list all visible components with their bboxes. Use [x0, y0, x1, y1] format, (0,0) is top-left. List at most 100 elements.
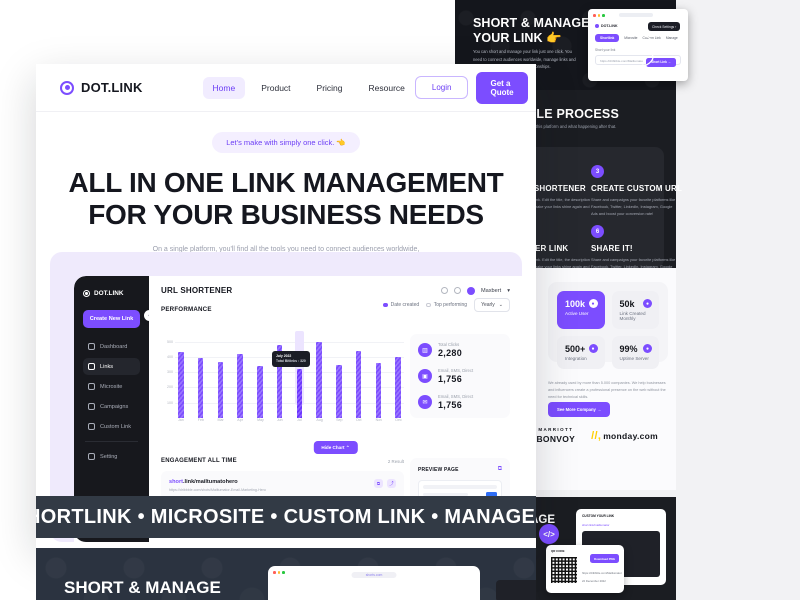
dashboard-brand-ring-icon: [83, 290, 90, 297]
tab-shortlink[interactable]: Shortlink: [595, 34, 620, 42]
get-a-quote-button[interactable]: Get a Quote: [476, 71, 528, 104]
process-step-3-desc: Share and campaigns your favorite platfo…: [591, 197, 676, 216]
hide-chart-button[interactable]: Hide Chart ⌃: [313, 441, 358, 454]
engagement-long-url: https://dribbble.com/shots/Mailtumator-E…: [169, 488, 266, 492]
hero-title-line1: ALL IN ONE LINK MANAGEMENT: [68, 167, 504, 198]
chevron-down-icon[interactable]: ▾: [507, 287, 510, 294]
bell-icon[interactable]: [453, 287, 461, 294]
cta-card-title: CUSTOM YOUR LINK: [582, 514, 615, 518]
process-step-6-number: 6: [591, 225, 604, 238]
brand-logo[interactable]: DOT.LINK: [60, 80, 143, 95]
nav-buttons: Login Get a Quote: [414, 71, 528, 104]
performance-label: PERFORMANCE: [161, 306, 212, 313]
sidebar-item-custom-link[interactable]: Custom Link: [83, 418, 140, 435]
x-tick-nov: Nov: [375, 418, 383, 422]
chart-bar-feb[interactable]: [197, 334, 204, 418]
share-icon[interactable]: ⤴: [387, 479, 396, 488]
chart-bar-mar[interactable]: [217, 334, 224, 418]
tab-custom-link[interactable]: Custom Link: [642, 36, 661, 40]
nav-item-product[interactable]: Product: [261, 82, 291, 93]
dashboard-header-tools: Maxbert ▾: [440, 286, 510, 295]
bottom-strip-title: SHORT & MANAGE: [64, 578, 221, 597]
panel-hero-submit-button[interactable]: Short Link →: [646, 57, 676, 67]
chart-bar-jul[interactable]: [296, 334, 303, 418]
panel-hero-short-manage: SHORT & MANAGE YOUR LINK 👉 You can short…: [455, 0, 688, 90]
chart-bar-sep[interactable]: [336, 334, 342, 418]
x-tick-jan: Jan: [178, 418, 184, 422]
engagement-result-count: 2 Result: [387, 458, 404, 464]
sidebar-item-microsite[interactable]: Microsite: [83, 378, 140, 395]
chevron-up-icon: ⌃: [345, 444, 350, 450]
qr-code-icon: [551, 557, 577, 583]
range-select[interactable]: Yearly ⌄: [474, 298, 510, 312]
hero-title-line2: FOR YOUR BUSINESS NEEDS: [88, 199, 484, 231]
panel-hero-tabs[interactable]: Shortlink Microsite Custom Link Manage: [595, 34, 678, 42]
link-chain-icon: [88, 363, 95, 370]
engagement-header: ENGAGEMENT ALL TIME 2 Result: [161, 458, 404, 464]
logo-monday: //, monday.com: [591, 429, 658, 442]
chart-bar-jun[interactable]: [276, 334, 283, 418]
user-name: Maxbert: [480, 287, 502, 294]
process-step-5-title: TRACKER LINK: [506, 244, 569, 253]
stat-email-sms-direct-1: ▣ Email, SMS, Direct 1,756: [418, 368, 502, 384]
x-tick-feb: Feb: [197, 418, 204, 422]
chart-bar-oct[interactable]: [355, 334, 362, 418]
panel-hero-brand: DOT.LINK: [595, 24, 618, 28]
stat-total-clicks-value: 2,280: [438, 348, 463, 358]
sidebar-item-campaigns[interactable]: Campaigns: [83, 398, 140, 415]
chart-bar-apr[interactable]: [237, 334, 243, 418]
legend-top-performing[interactable]: Top performing: [426, 302, 467, 308]
service-stat-active-user-value: 100k: [565, 299, 586, 309]
mail-icon: ✉: [418, 395, 432, 409]
panel-hero-title-line1: SHORT & MANAGE: [473, 16, 590, 30]
y-tick-100: 100: [167, 400, 173, 405]
service-stat-link-created-label: Link Created Monthly: [619, 311, 646, 321]
bottom-dark-card: [496, 580, 536, 600]
logo-marriott-bonvoy: MARRIOTT BONVOY: [536, 427, 576, 444]
tab-manage[interactable]: Manage: [665, 36, 678, 40]
nav-item-home[interactable]: Home: [202, 76, 246, 99]
service-stat-link-created: 50k Link Created Monthly ●: [611, 291, 659, 329]
login-button[interactable]: Login: [414, 76, 469, 99]
arrow-doodle-icon: [635, 33, 654, 75]
service-section2-desc: We already used by more than 5.000 compa…: [548, 381, 666, 400]
panel-hero-link-input[interactable]: https://dribbble.com/Mailtumato Short Li…: [595, 55, 681, 67]
chart-bar-jan[interactable]: [178, 334, 184, 418]
chart-bar-aug[interactable]: [316, 334, 322, 418]
external-link-icon[interactable]: ⧉: [497, 466, 502, 472]
service-stat-link-created-value: 50k: [619, 299, 635, 309]
see-more-company-button[interactable]: See More Company →: [548, 402, 611, 417]
y-tick-300: 300: [167, 370, 173, 375]
marquee-band: HORTLINK • MICROSITE • CUSTOM LINK • MAN…: [36, 496, 536, 538]
chart-bar-nov[interactable]: [375, 334, 382, 418]
marquee-text: HORTLINK • MICROSITE • CUSTOM LINK • MAN…: [36, 505, 536, 528]
settings-icon[interactable]: [440, 287, 448, 294]
legend-date-created[interactable]: Date created: [383, 302, 419, 308]
sidebar-item-links[interactable]: Links: [83, 358, 140, 375]
sidebar-item-dashboard[interactable]: Dashboard: [83, 338, 140, 355]
panel-hero-url-pill: [619, 13, 653, 18]
chart-bar-dec[interactable]: [395, 334, 401, 418]
hero-badge: Let's make with simply one click. 👈: [212, 132, 360, 153]
tab-microsite[interactable]: Microsite: [624, 36, 638, 40]
sidebar-nav: Dashboard Links Microsite Campaigns Cust…: [83, 338, 140, 465]
window-dots: [273, 571, 285, 574]
engagement-short-url[interactable]: short.link/mailtumatohero: [169, 479, 238, 485]
cta-qr-url: https://dribbble.com/Mailtumator: [582, 571, 622, 575]
service-stat-uptime: 99% Uptime Server ●: [611, 336, 659, 369]
cta-qr-title: QR CODE: [551, 549, 565, 553]
nav-item-resource[interactable]: Resource: [368, 82, 405, 93]
bar-chart-icon: ▥: [418, 343, 432, 357]
chart-y-axis: 500 400 300 200 100: [161, 334, 174, 418]
chart-bar-may[interactable]: [257, 334, 263, 418]
download-png-button[interactable]: Download PNG: [590, 554, 619, 563]
create-new-link-button[interactable]: Create New Link: [83, 310, 140, 328]
gear-icon: [88, 453, 95, 460]
sidebar-item-setting[interactable]: Setting: [83, 448, 140, 465]
copy-icon[interactable]: ⧉: [374, 479, 383, 488]
avatar[interactable]: [466, 286, 475, 295]
code-icon: </>: [539, 524, 559, 544]
process-step-3-number: 3: [591, 165, 604, 178]
dashboard-title: URL SHORTENER: [161, 286, 233, 295]
nav-item-pricing[interactable]: Pricing: [316, 82, 343, 93]
